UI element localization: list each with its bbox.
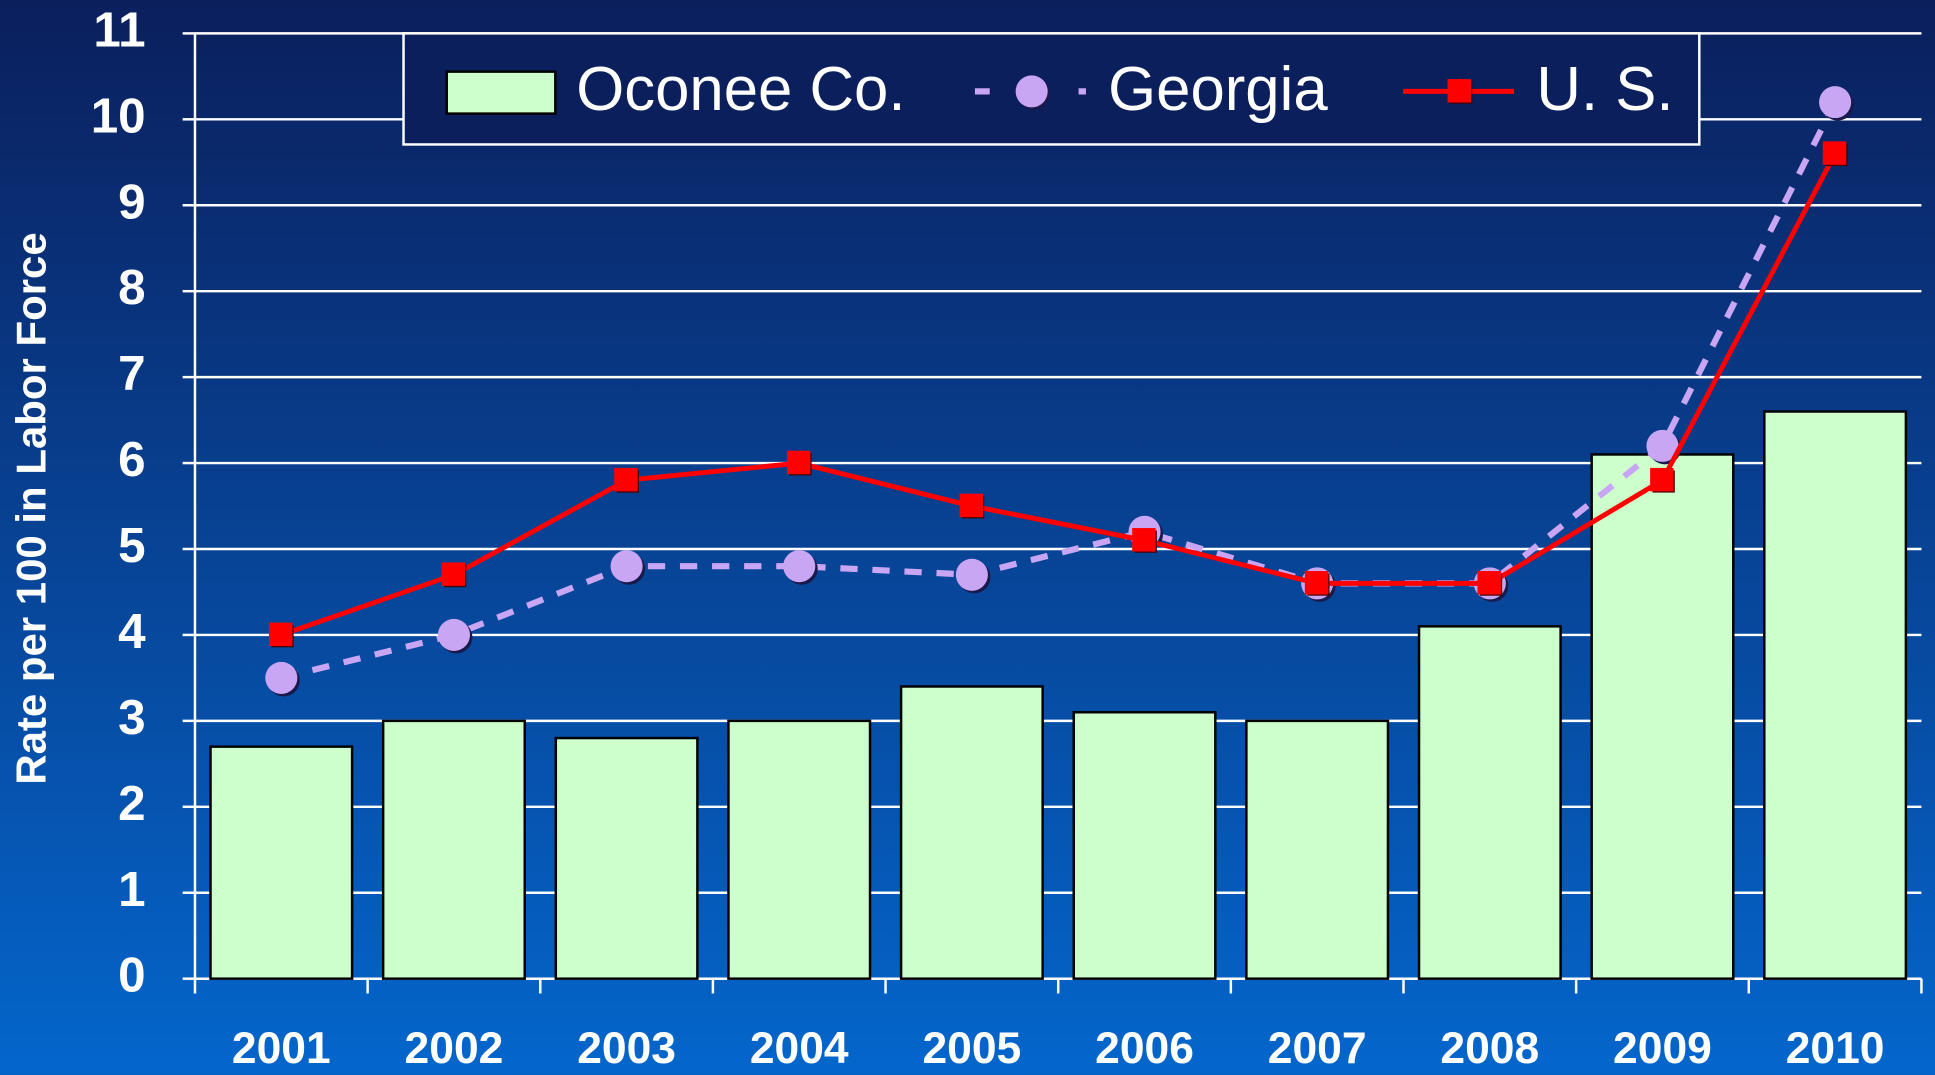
x-tick-label: 2002 [405, 1024, 504, 1073]
point-marker [786, 450, 811, 475]
point-marker [1646, 429, 1679, 462]
point-marker [614, 467, 638, 492]
legend-label: Oconee Co. [576, 55, 905, 124]
y-tick-label: 2 [118, 776, 145, 831]
bar [899, 685, 1044, 980]
x-tick-label: 2009 [1613, 1024, 1712, 1073]
point-marker [441, 562, 466, 586]
legend-marker [1447, 79, 1471, 103]
legend-marker [1015, 75, 1048, 108]
y-tick-label: 5 [118, 518, 145, 573]
bar [1417, 625, 1562, 980]
x-tick-label: 2007 [1268, 1024, 1367, 1073]
bar [1590, 453, 1735, 980]
y-tick-label: 11 [93, 2, 145, 57]
x-tick-label: 2001 [232, 1024, 331, 1073]
series-line [280, 100, 1838, 681]
y-axis-label: Rate per 100 in Labor Force [8, 232, 55, 784]
bar [727, 719, 872, 980]
x-tick-label: 2004 [750, 1024, 849, 1073]
point-marker [265, 661, 298, 694]
y-tick-label: 9 [118, 174, 145, 229]
x-tick-label: 2006 [1095, 1024, 1194, 1073]
bar [209, 745, 354, 980]
point-marker [955, 558, 988, 591]
bar [1245, 719, 1390, 980]
point-marker [1822, 141, 1847, 165]
y-tick-label: 0 [118, 948, 145, 1003]
x-tick-label: 2003 [577, 1024, 676, 1073]
point-marker [1477, 571, 1501, 595]
y-tick-label: 6 [118, 432, 145, 487]
bar [381, 719, 526, 980]
x-tick-label: 2010 [1786, 1024, 1885, 1073]
point-marker [268, 622, 293, 647]
point-marker [1650, 467, 1674, 492]
y-tick-label: 3 [118, 690, 145, 745]
y-tick-label: 7 [118, 346, 145, 401]
legend-label: Georgia [1108, 55, 1328, 124]
y-tick-label: 1 [118, 862, 145, 917]
point-marker [1819, 86, 1852, 119]
point-marker [1304, 571, 1329, 595]
point-marker [959, 493, 983, 518]
legend-label: U. S. [1536, 55, 1673, 124]
point-marker [783, 550, 816, 583]
bar [554, 736, 699, 980]
series-line [280, 152, 1838, 638]
x-tick-label: 2008 [1440, 1024, 1539, 1073]
x-tick-label: 2005 [922, 1024, 1021, 1073]
y-tick-label: 10 [91, 88, 146, 143]
y-tick-label: 4 [118, 604, 146, 659]
point-marker [1132, 528, 1156, 552]
bar [1072, 711, 1217, 980]
y-tick-label: 8 [118, 260, 145, 315]
point-marker [437, 618, 470, 651]
bar [1763, 410, 1908, 980]
legend-swatch [445, 70, 557, 115]
point-marker [610, 550, 643, 583]
